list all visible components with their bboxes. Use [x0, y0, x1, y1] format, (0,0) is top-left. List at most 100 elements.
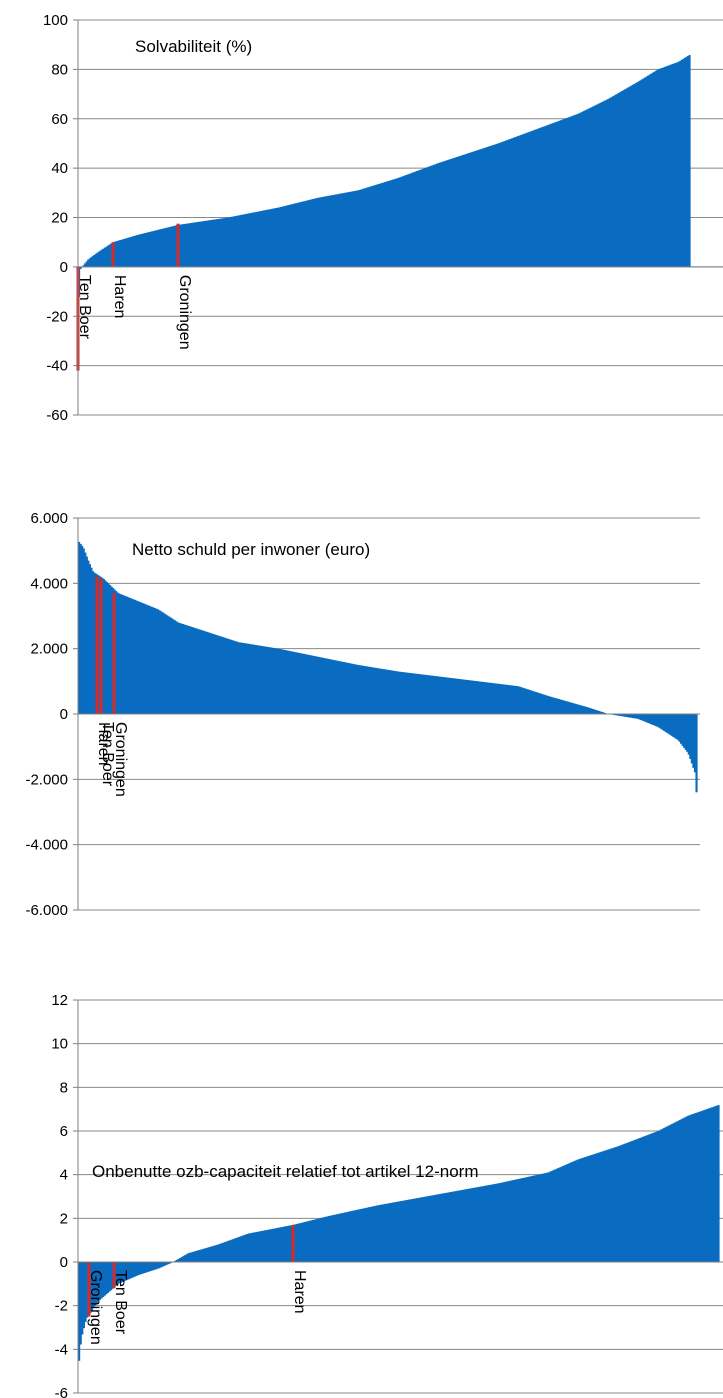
bar	[313, 198, 316, 267]
bar	[675, 714, 678, 739]
bar	[698, 1111, 701, 1262]
bar	[475, 681, 478, 714]
bar	[520, 134, 523, 267]
bar	[573, 115, 576, 267]
bar	[662, 1128, 666, 1262]
bar	[400, 1201, 403, 1262]
bar	[229, 217, 232, 267]
bar	[164, 1262, 167, 1266]
bar	[342, 193, 345, 267]
bar	[91, 256, 94, 267]
bar	[458, 156, 462, 267]
bar	[173, 620, 177, 714]
bar	[715, 1105, 718, 1262]
bar	[348, 1211, 352, 1262]
bar	[412, 1198, 416, 1262]
bar	[673, 714, 676, 738]
bar	[310, 1220, 313, 1262]
bar	[114, 241, 117, 267]
bar	[263, 210, 266, 267]
bar	[624, 89, 627, 267]
bar	[520, 1178, 523, 1262]
bar	[209, 633, 212, 714]
bar	[416, 673, 420, 714]
bar	[130, 236, 133, 267]
bar	[494, 1183, 497, 1262]
bar	[302, 201, 306, 267]
bar	[471, 680, 474, 714]
bar	[651, 1133, 654, 1262]
bar	[215, 219, 218, 267]
bar	[590, 107, 593, 267]
bar	[709, 1107, 712, 1262]
bar	[217, 1244, 220, 1262]
bar	[467, 680, 471, 714]
bar	[154, 230, 157, 267]
bar	[206, 220, 209, 267]
bar	[677, 61, 680, 267]
bar	[200, 221, 203, 267]
bar	[635, 714, 638, 719]
bar	[610, 1148, 613, 1262]
bar	[122, 595, 126, 714]
bar	[124, 596, 127, 714]
bar	[345, 1212, 348, 1262]
bar	[305, 1221, 308, 1262]
bar	[428, 166, 431, 267]
bar	[563, 700, 567, 714]
bar	[105, 246, 108, 267]
bar	[356, 1209, 360, 1262]
bar	[602, 712, 605, 714]
bar	[472, 1187, 475, 1262]
bar	[679, 714, 683, 744]
bar	[167, 1262, 170, 1264]
bar	[457, 1190, 460, 1262]
bar	[102, 1262, 105, 1298]
bar	[434, 164, 437, 267]
bar	[145, 232, 148, 267]
bar	[650, 1133, 653, 1262]
bar	[138, 601, 141, 714]
bar	[681, 714, 684, 746]
bar	[125, 596, 129, 714]
bar	[429, 165, 433, 267]
bar	[356, 664, 359, 714]
bar	[231, 1239, 235, 1262]
bar	[169, 1262, 172, 1264]
bar	[163, 613, 166, 714]
bar	[201, 1249, 204, 1262]
bar	[422, 168, 425, 267]
bar	[223, 637, 226, 714]
bar	[160, 611, 163, 714]
bar	[372, 1206, 376, 1262]
bar	[293, 651, 296, 714]
bar	[248, 643, 251, 714]
bar	[286, 1226, 289, 1262]
bar	[659, 68, 662, 267]
bar	[217, 635, 220, 714]
bar	[477, 681, 480, 714]
bar	[563, 119, 566, 267]
bar	[522, 687, 525, 714]
bar	[451, 158, 454, 267]
bar	[661, 1128, 664, 1262]
bar	[285, 650, 288, 714]
bar	[90, 567, 93, 714]
bar	[265, 1230, 268, 1262]
bar	[381, 668, 384, 714]
bar	[327, 658, 330, 714]
bar	[714, 1106, 717, 1262]
bar	[544, 1173, 547, 1262]
bar	[679, 60, 682, 267]
bar	[411, 172, 414, 267]
bar	[190, 1252, 193, 1262]
bar	[582, 1157, 585, 1262]
bar	[143, 1262, 146, 1273]
bar	[601, 101, 604, 267]
bar	[180, 1257, 183, 1262]
bar	[670, 714, 673, 736]
bar	[284, 205, 287, 267]
bar	[571, 703, 574, 714]
bar	[558, 1167, 561, 1262]
bar	[275, 1228, 278, 1262]
